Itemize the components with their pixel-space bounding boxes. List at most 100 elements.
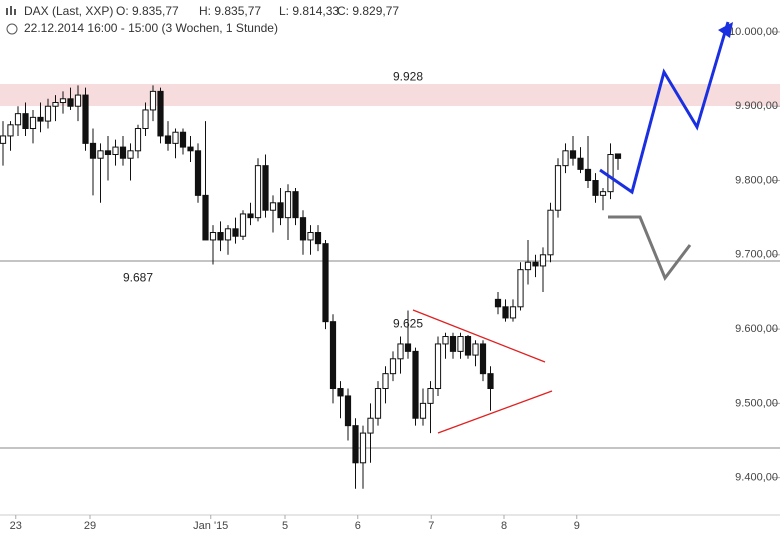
candle-body bbox=[217, 232, 224, 241]
triangle-line bbox=[412, 309, 546, 363]
candle-body bbox=[434, 343, 442, 390]
candle-body bbox=[592, 180, 599, 196]
candle-body bbox=[427, 388, 434, 404]
candle-body bbox=[404, 343, 412, 352]
candle-body bbox=[367, 417, 374, 434]
x-tick-label: Jan '15 bbox=[193, 520, 228, 532]
candle-body bbox=[119, 146, 127, 159]
candle-body bbox=[464, 336, 472, 356]
candle-body bbox=[607, 154, 614, 193]
candle-body bbox=[149, 90, 157, 111]
candle-body bbox=[344, 395, 352, 427]
candle-body bbox=[209, 232, 217, 241]
chart-icon bbox=[10, 6, 12, 15]
candle-body bbox=[412, 350, 419, 419]
candle-body bbox=[509, 306, 517, 319]
candle-body bbox=[142, 109, 149, 130]
candle-body bbox=[284, 191, 292, 219]
candle-body bbox=[359, 432, 367, 464]
x-tick-label: 9 bbox=[574, 520, 580, 532]
x-tick-label: 6 bbox=[355, 520, 361, 532]
candle-body bbox=[67, 98, 74, 107]
arrow-head bbox=[718, 22, 733, 38]
candle-body bbox=[532, 261, 539, 267]
plot-area bbox=[0, 85, 622, 489]
header: DAX (Last, XXP) O: 9.835,77 H: 9.835,77 … bbox=[6, 4, 399, 35]
candle-body bbox=[562, 150, 569, 167]
candle-body bbox=[157, 90, 164, 137]
candle-body bbox=[457, 336, 464, 352]
bullish-projection bbox=[599, 21, 730, 195]
candle-body bbox=[179, 131, 187, 148]
candle-body bbox=[547, 209, 554, 256]
candle-body bbox=[29, 116, 37, 130]
candle-body bbox=[329, 321, 337, 390]
candle-body bbox=[82, 94, 89, 144]
candle-body bbox=[292, 191, 299, 219]
candle-body bbox=[112, 146, 119, 156]
triangle-line bbox=[437, 390, 553, 434]
candle-body bbox=[419, 402, 427, 419]
candle-body bbox=[202, 194, 209, 241]
candle-body bbox=[307, 232, 314, 241]
candle-body bbox=[22, 113, 29, 130]
candle-body bbox=[487, 373, 494, 390]
y-tick-label: 9.900,00 bbox=[735, 100, 778, 112]
clock-icon bbox=[6, 23, 18, 35]
candle-body bbox=[554, 165, 562, 211]
candle-body bbox=[502, 306, 509, 319]
chart-icon bbox=[6, 8, 8, 15]
candle-body bbox=[134, 128, 142, 152]
candle-body bbox=[517, 269, 524, 308]
candle-body bbox=[224, 228, 232, 241]
candle-body bbox=[314, 232, 322, 245]
x-tick-label: 7 bbox=[428, 520, 434, 532]
y-tick-label: 9.400,00 bbox=[735, 472, 778, 484]
annotation: 9.928 bbox=[393, 70, 423, 84]
candle-body bbox=[239, 213, 247, 237]
open-value: O: 9.835,77 bbox=[116, 4, 179, 18]
candle-body bbox=[187, 146, 194, 152]
candle-body bbox=[104, 150, 112, 156]
y-tick-label: 9.700,00 bbox=[735, 249, 778, 261]
x-tick-label: 5 bbox=[282, 520, 288, 532]
candle-body bbox=[389, 358, 397, 375]
candle-body bbox=[232, 228, 239, 237]
candle-body bbox=[494, 298, 502, 308]
candle-body bbox=[382, 373, 389, 390]
candle-body bbox=[337, 388, 344, 397]
candle-body bbox=[442, 336, 449, 345]
candle-body bbox=[277, 202, 284, 219]
candle-body bbox=[14, 113, 22, 126]
low-value: L: 9.814,33 bbox=[279, 4, 339, 18]
candle-body bbox=[584, 168, 592, 182]
bearish-projection bbox=[608, 215, 692, 282]
candle-body bbox=[172, 131, 179, 144]
candle-body bbox=[52, 102, 59, 107]
candle-body bbox=[569, 150, 577, 159]
candle-body bbox=[194, 150, 202, 196]
candle-body bbox=[127, 150, 134, 159]
candle-body bbox=[374, 388, 382, 419]
close-value: C: 9.829,77 bbox=[337, 4, 399, 18]
y-tick-label: 9.800,00 bbox=[735, 174, 778, 186]
candle-body bbox=[59, 98, 67, 104]
candle-body bbox=[7, 124, 14, 137]
candle-body bbox=[614, 153, 622, 159]
candle-body bbox=[254, 165, 262, 219]
candle-body bbox=[599, 191, 607, 196]
candle-body bbox=[322, 243, 329, 323]
y-tick-label: 9.600,00 bbox=[735, 323, 778, 335]
candle-body bbox=[269, 202, 277, 211]
candle-body bbox=[0, 135, 7, 144]
candle-body bbox=[299, 217, 307, 241]
annotation: 9.687 bbox=[123, 271, 153, 285]
candle-body bbox=[164, 135, 172, 144]
candle-body bbox=[37, 116, 44, 122]
y-tick-label: 10.000,00 bbox=[729, 26, 778, 38]
resistance-zone bbox=[0, 84, 780, 106]
candle-body bbox=[352, 425, 359, 464]
candle-body bbox=[479, 343, 487, 375]
